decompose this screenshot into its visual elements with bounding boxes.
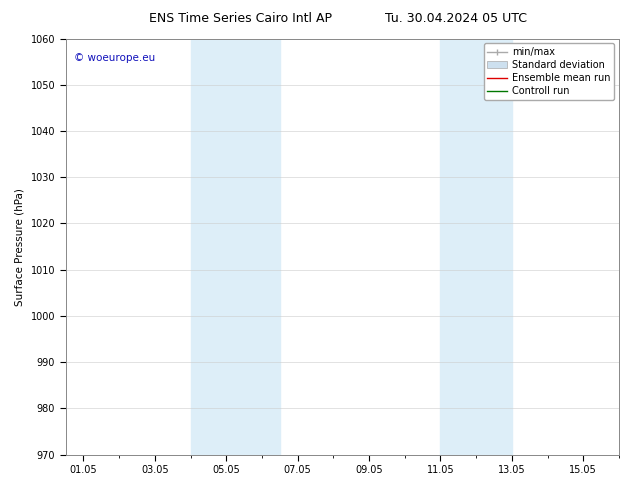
Bar <box>441 39 512 455</box>
Text: © woeurope.eu: © woeurope.eu <box>74 53 155 63</box>
Text: ENS Time Series Cairo Intl AP: ENS Time Series Cairo Intl AP <box>150 12 332 25</box>
Y-axis label: Surface Pressure (hPa): Surface Pressure (hPa) <box>15 188 25 306</box>
Legend: min/max, Standard deviation, Ensemble mean run, Controll run: min/max, Standard deviation, Ensemble me… <box>484 44 614 100</box>
Text: Tu. 30.04.2024 05 UTC: Tu. 30.04.2024 05 UTC <box>385 12 527 25</box>
Bar <box>191 39 280 455</box>
